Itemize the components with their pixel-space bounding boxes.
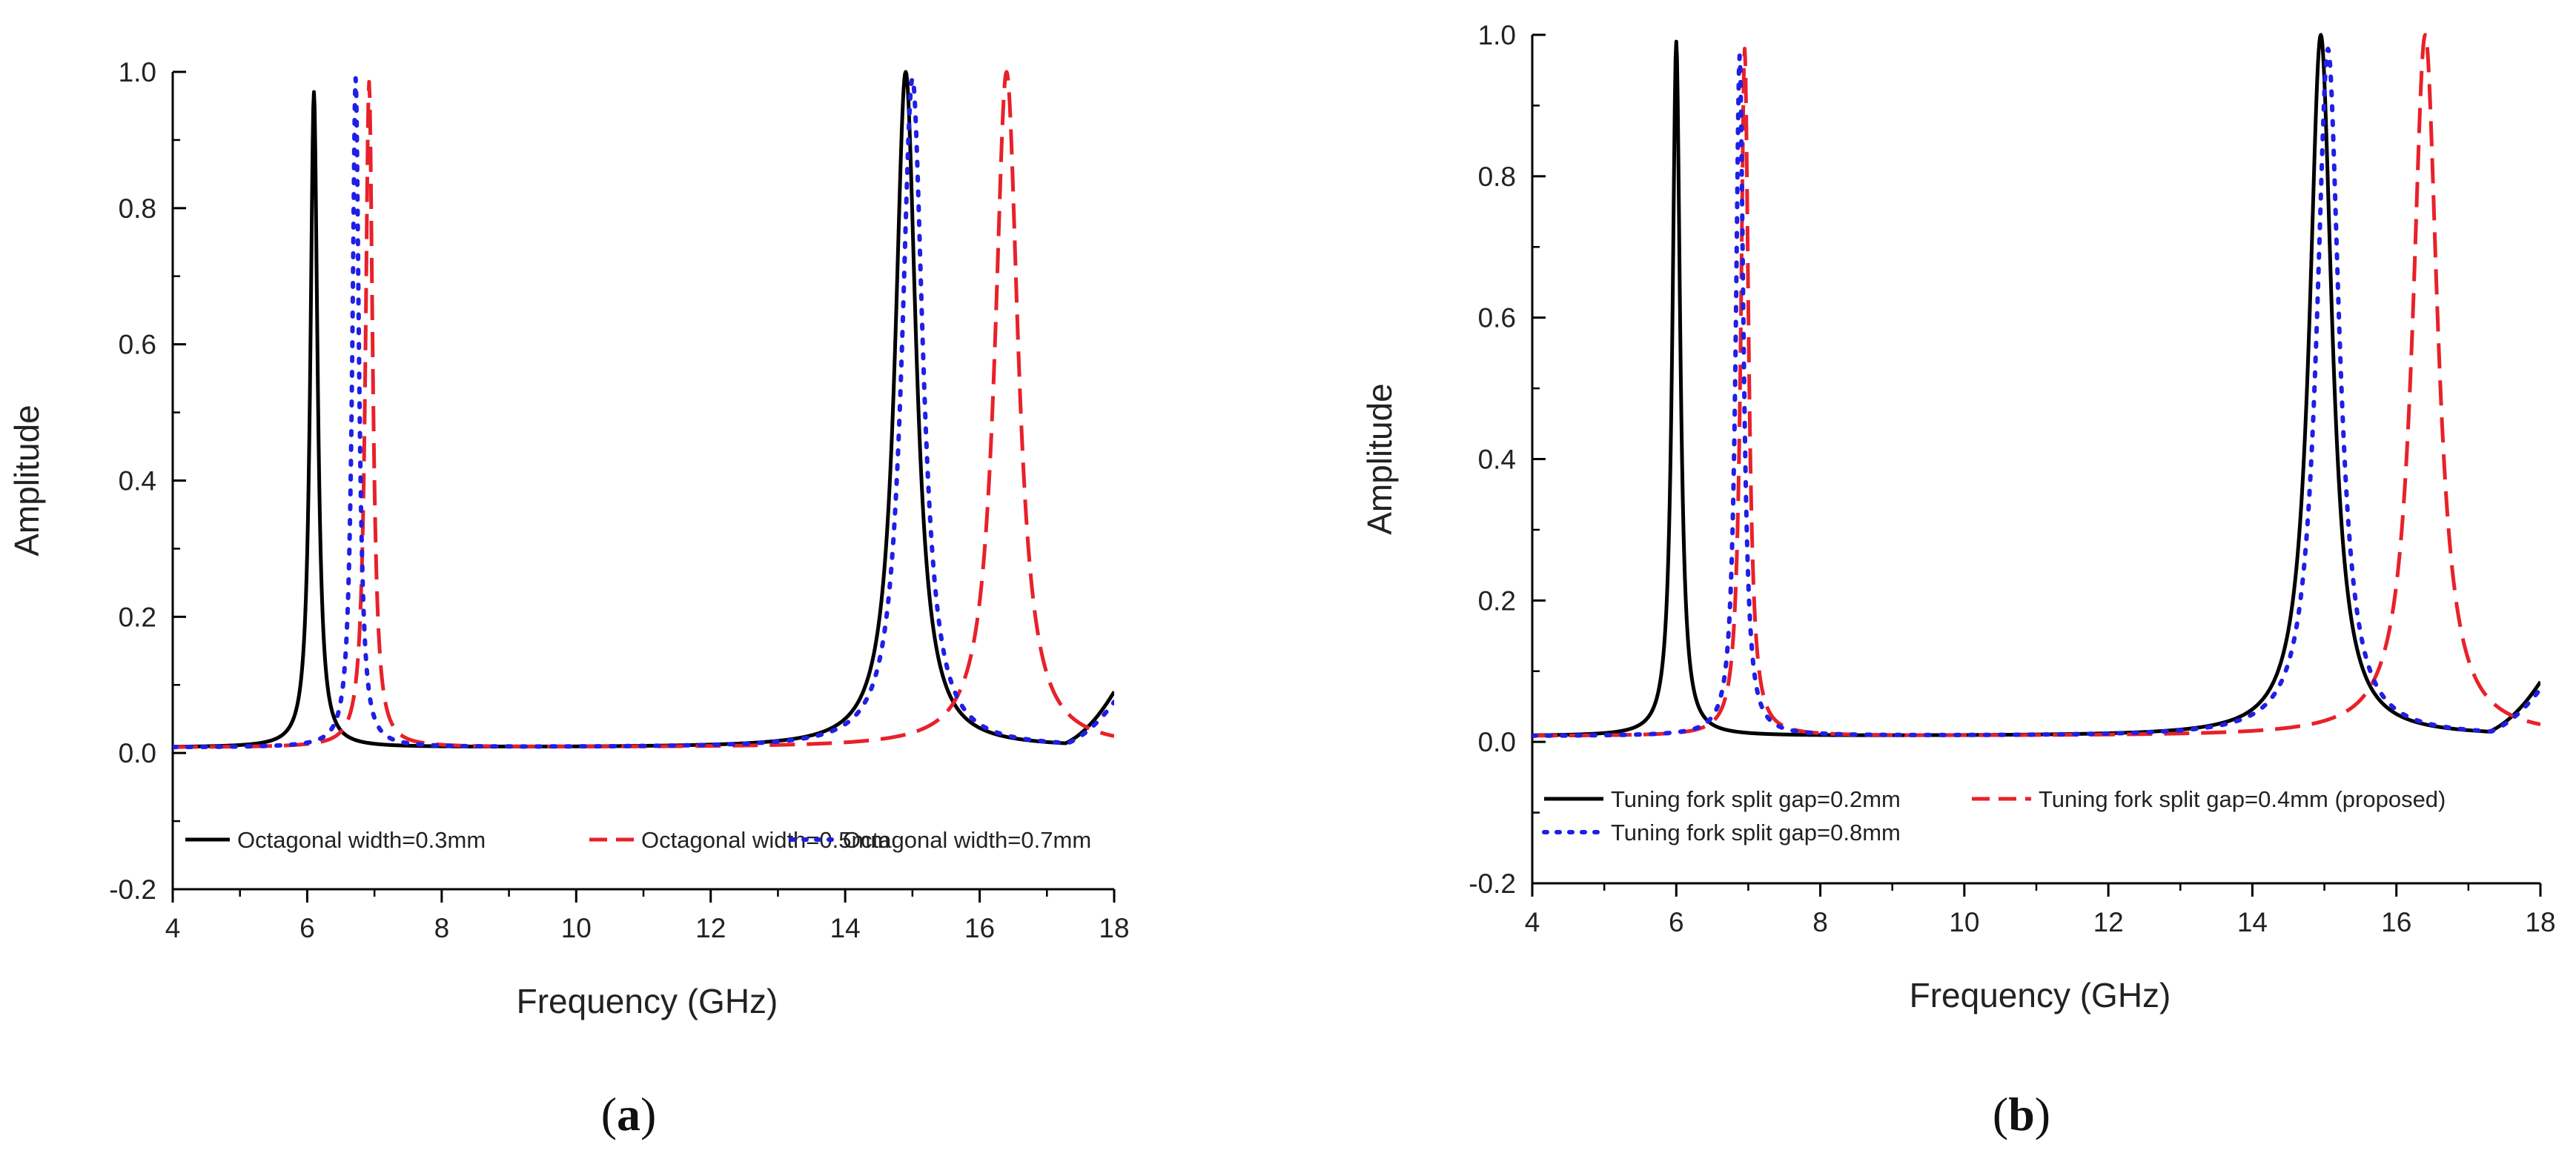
legend-label-1: Octagonal width=0.3mm (237, 827, 486, 853)
y-tick-label: 0.8 (119, 193, 156, 224)
panel-label-letter: a (617, 1088, 640, 1140)
panel-label-close-paren: ) (640, 1088, 656, 1140)
y-tick-label: 0.0 (1478, 727, 1516, 757)
y-tick-label: 0.4 (119, 466, 156, 496)
y-tick-label: 1.0 (1478, 20, 1516, 50)
x-tick-label: 14 (2237, 907, 2268, 937)
y-tick-label: 1.0 (119, 57, 156, 87)
legend-label-2: Octagonal width=0.5mm (641, 827, 890, 853)
x-tick-label: 18 (1099, 913, 1129, 943)
series-line-2 (1532, 33, 2540, 738)
y-tick-label: -0.2 (109, 874, 156, 905)
x-tick-label: 16 (964, 913, 995, 943)
series-line-1 (173, 70, 1114, 749)
x-tick-label: 16 (2381, 907, 2411, 937)
y-tick-label: 0.0 (119, 738, 156, 768)
x-tick-label: 6 (1669, 907, 1684, 937)
y-tick-label: 0.4 (1478, 445, 1516, 475)
x-axis-title: Frequency (GHz) (1910, 976, 2171, 1014)
series-line-3 (1532, 47, 2540, 738)
y-tick-label: 0.8 (1478, 162, 1516, 192)
x-tick-label: 8 (434, 913, 450, 943)
panel-label-open-paren: ( (601, 1088, 617, 1140)
x-tick-label: 8 (1812, 907, 1828, 937)
x-tick-label: 4 (165, 913, 181, 943)
x-tick-label: 14 (830, 913, 861, 943)
panel-a: -0.2 0.0 0.2 0.4 0.6 0.8 1.0 4 6 8 10 12 14 16 18 Frequ… (7, 57, 1130, 1140)
legend-label-1: Tuning fork split gap=0.2mm (1611, 786, 1901, 812)
x-tick-label: 6 (299, 913, 315, 943)
panel-label-letter: b (2008, 1088, 2035, 1140)
x-axis-title: Frequency (GHz) (517, 982, 778, 1020)
panel-b: -0.2 0.0 0.2 0.4 0.6 0.8 1.0 4 6 8 10 12 14 16 18 Frequ… (1360, 20, 2556, 1140)
legend-label-3: Tuning fork split gap=0.8mm (1611, 820, 1901, 846)
y-axis-title: Amplitude (1360, 383, 1399, 535)
y-tick-label: 0.2 (1478, 585, 1516, 616)
x-tick-label: 18 (2525, 907, 2555, 937)
panel-label-close-paren: ) (2035, 1088, 2050, 1140)
y-tick-label: 0.2 (119, 602, 156, 632)
series-line-3 (173, 76, 1114, 750)
x-tick-label: 12 (2093, 907, 2124, 937)
y-tick-label: 0.6 (1478, 303, 1516, 333)
panel-label: (b) (1993, 1088, 2050, 1140)
x-tick-label: 10 (1949, 907, 1979, 937)
legend-label-3: Octagonal width=0.7mm (843, 827, 1091, 853)
y-tick-label: 0.6 (119, 330, 156, 360)
legend-label-2: Tuning fork split gap=0.4mm (proposed) (2039, 786, 2446, 812)
x-tick-label: 10 (561, 913, 592, 943)
x-tick-label: 4 (1525, 907, 1540, 937)
y-axis-title: Amplitude (7, 405, 46, 557)
panel-label: (a) (601, 1088, 657, 1140)
panel-label-open-paren: ( (1993, 1088, 2008, 1140)
x-tick-label: 12 (695, 913, 726, 943)
y-tick-label: -0.2 (1469, 868, 1516, 899)
